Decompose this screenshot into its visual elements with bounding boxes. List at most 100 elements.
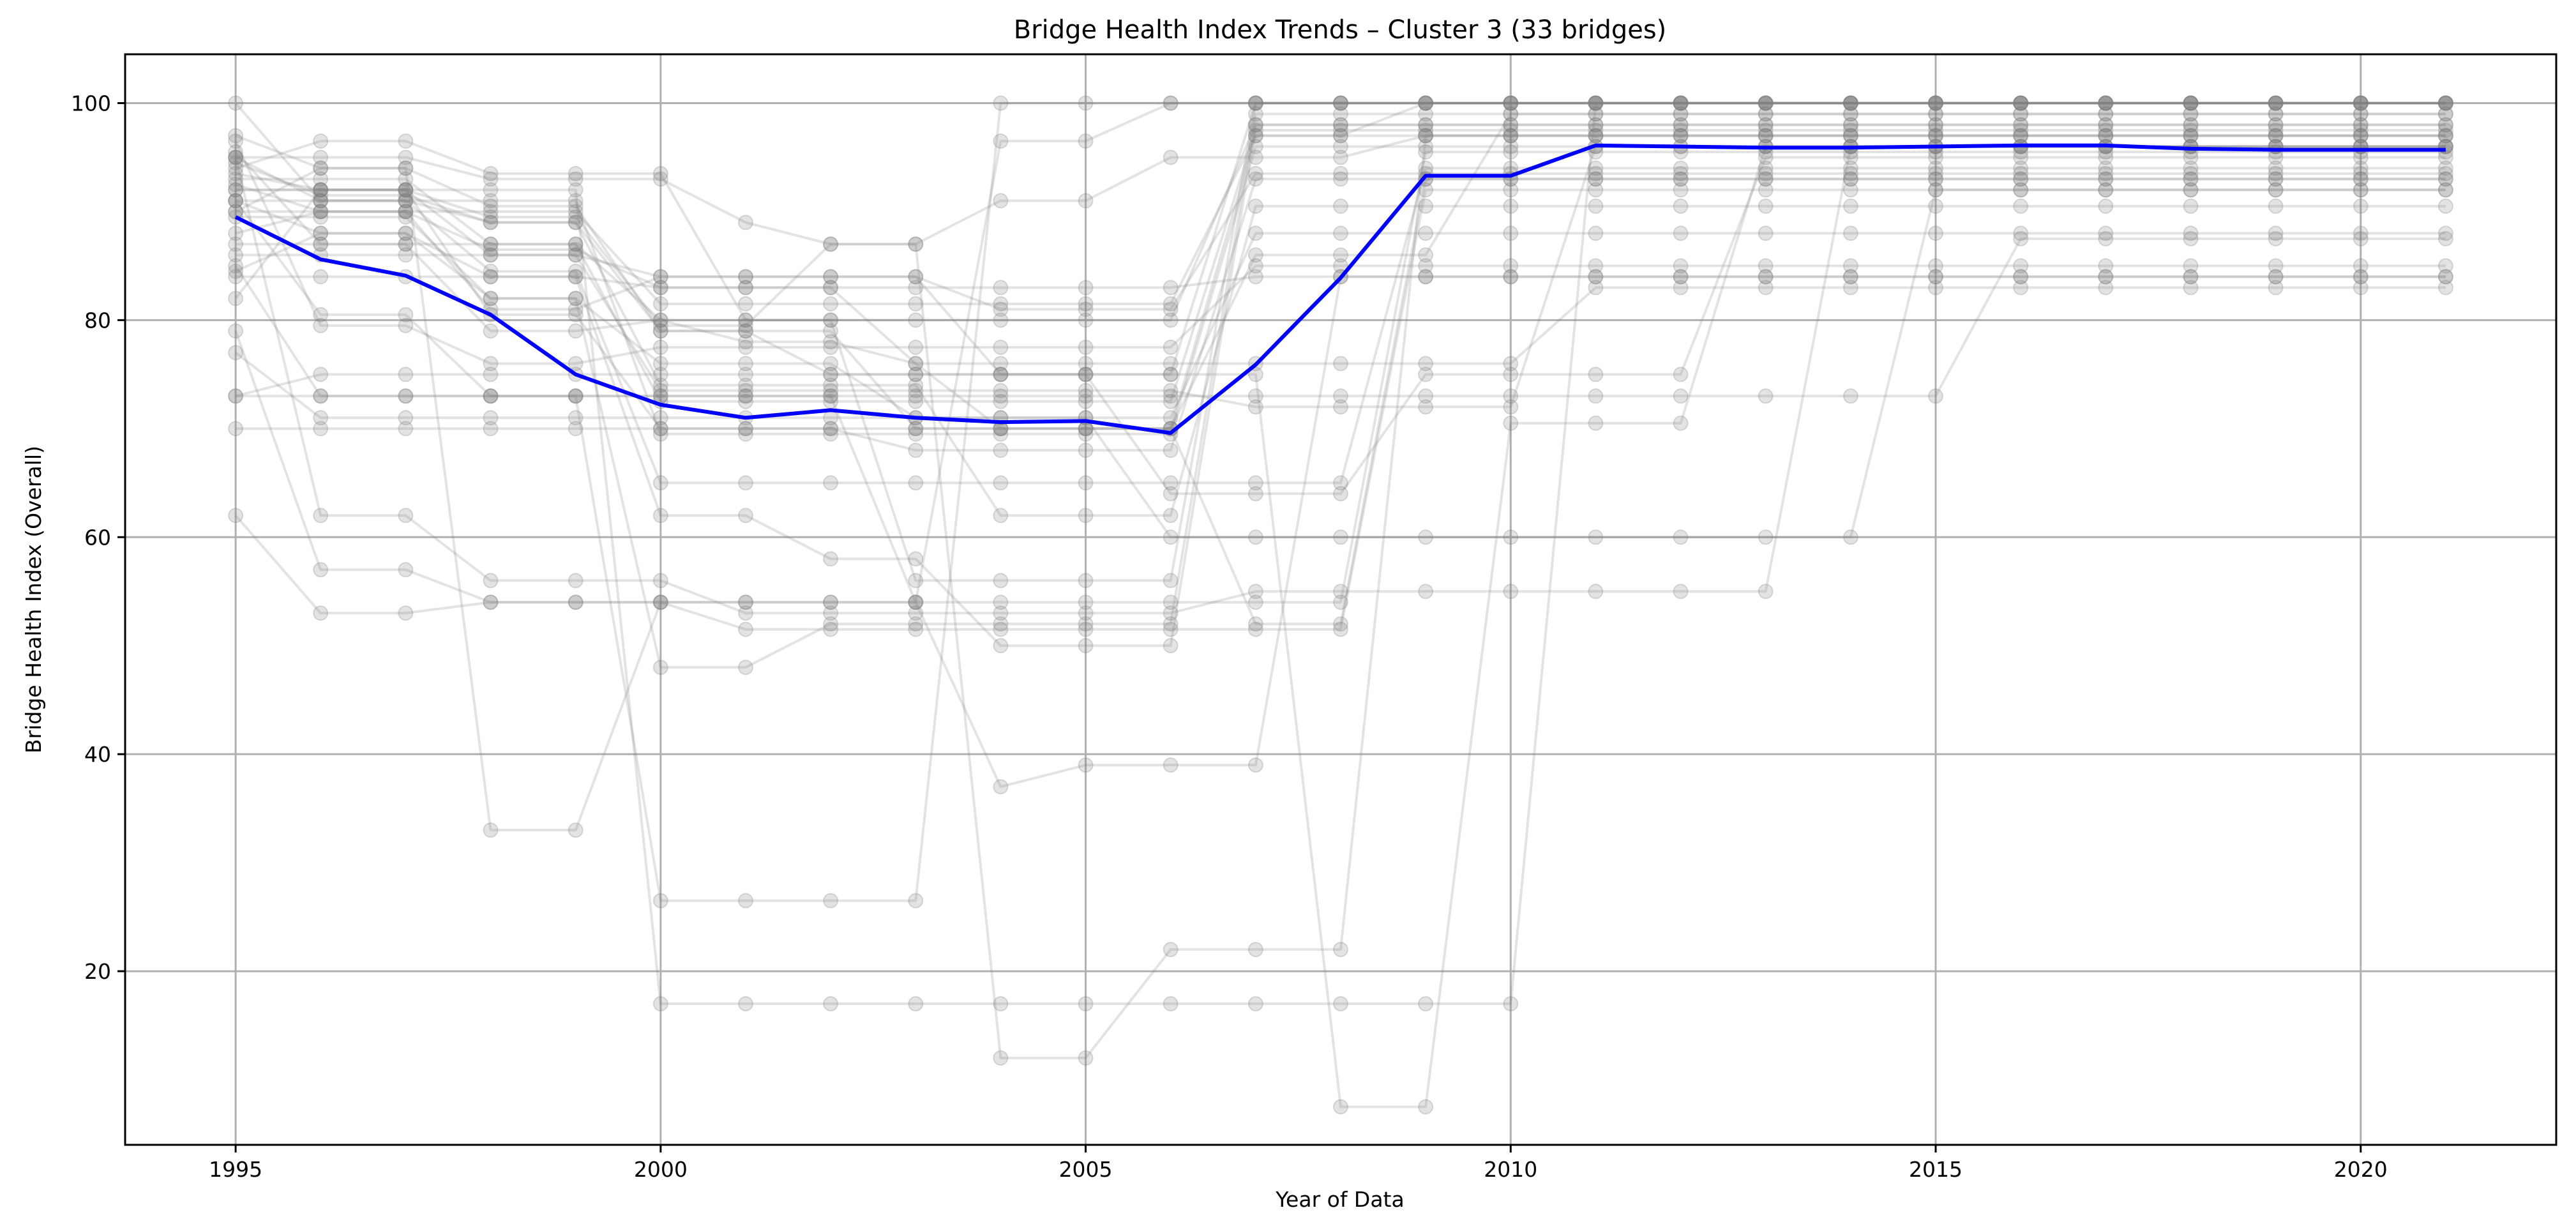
bridge-point [1673,106,1689,122]
bridge-point [1163,605,1179,621]
bridge-point [1333,95,1348,111]
bridge-point [568,236,584,252]
bridge-point [1333,198,1348,214]
bridge-point [1163,393,1179,409]
bridge-point [398,182,414,198]
bridge-point [2098,198,2114,214]
bridge-point [1333,123,1348,138]
bridge-line [235,134,2446,832]
bridge-point [483,594,499,610]
bridge-point [398,247,414,263]
bridge-point [483,263,499,279]
bridge-point [652,269,668,285]
bridge-point [1928,128,1943,144]
bridge-point [1078,366,1094,382]
bridge-point [652,312,668,328]
bridge-point [568,291,584,306]
bridge-point [1588,95,1604,111]
bridge-point [2268,182,2284,198]
bridge-point [313,193,329,209]
bridge-point [2183,258,2199,274]
bridge-point [228,193,244,209]
bridge-point [1418,269,1434,285]
bridge-point [1673,198,1689,214]
x-tick-label: 2010 [1484,1157,1537,1182]
bridge-point [1842,95,1858,111]
bridge-point [823,296,839,312]
bridge-point [652,382,668,398]
bridge-point [2098,182,2114,198]
bridge-point [823,366,839,382]
bridge-point [1078,356,1094,372]
bridge-point [483,366,499,382]
bridge-point [738,334,753,350]
bridge-point [738,269,753,285]
bridge-point [1758,95,1774,111]
bridge-point [483,236,499,252]
bridge-series-24 [228,165,2453,317]
bridge-point [228,247,244,263]
bridge-point [1163,442,1179,458]
bridge-point [993,366,1009,382]
bridge-point [908,280,924,296]
bridge-line [235,162,2446,517]
bridge-point [823,551,839,567]
bridge-point [652,366,668,382]
bridge-point [1503,198,1519,214]
bridge-point [908,312,924,328]
bridge-point [738,377,753,393]
bridge-point [1163,312,1179,328]
bridge-point [1673,95,1689,111]
bridge-point [313,204,329,220]
bridge-point [2353,123,2369,138]
bridge-point [1928,171,1943,187]
bridge-series-21 [228,149,2453,491]
bridge-point [738,893,753,909]
bridge-point [1247,128,1263,144]
bridge-point [823,280,839,296]
bridge-point [228,204,244,220]
bridge-point [993,366,1009,382]
bridge-point [1842,280,1858,296]
bridge-point [993,426,1009,442]
bridge-point [1163,388,1179,404]
bridge-point [398,236,414,252]
bridge-point [398,193,414,209]
bridge-point [2353,280,2369,296]
bridge-point [993,296,1009,312]
bridge-point [993,996,1009,1012]
bridge-point [228,508,244,524]
bridge-point [2013,95,2029,111]
bridge-point [2353,106,2369,122]
bridge-point [993,133,1009,149]
bridge-point [1247,165,1263,181]
bridge-point [1503,356,1519,372]
bridge-point [823,388,839,404]
bridge-point [398,225,414,241]
bridge-point [2183,225,2199,241]
bridge-point [483,247,499,263]
bridge-point [1333,594,1348,610]
bridge-point [228,165,244,181]
bridge-point [993,1050,1009,1066]
bridge-point [398,182,414,198]
bridge-point [1588,198,1604,214]
bridge-point [1078,339,1094,355]
bridge-point [2437,128,2453,144]
bridge-point [1503,139,1519,155]
bridge-point [908,594,924,610]
bridge-point [1333,356,1348,372]
bridge-line [234,237,2446,398]
bridge-point [2098,106,2114,122]
bridge-line [236,123,2446,333]
bridge-point [483,236,499,252]
bridge-point [2437,95,2453,111]
bridge-point [568,822,584,838]
bridge-line [235,102,2446,582]
bridge-point [398,182,414,198]
bridge-point [2353,106,2369,122]
bridge-point [1333,117,1348,133]
bridge-point [1588,269,1604,285]
bridge-line [235,183,2446,365]
bridge-point [1078,133,1094,149]
